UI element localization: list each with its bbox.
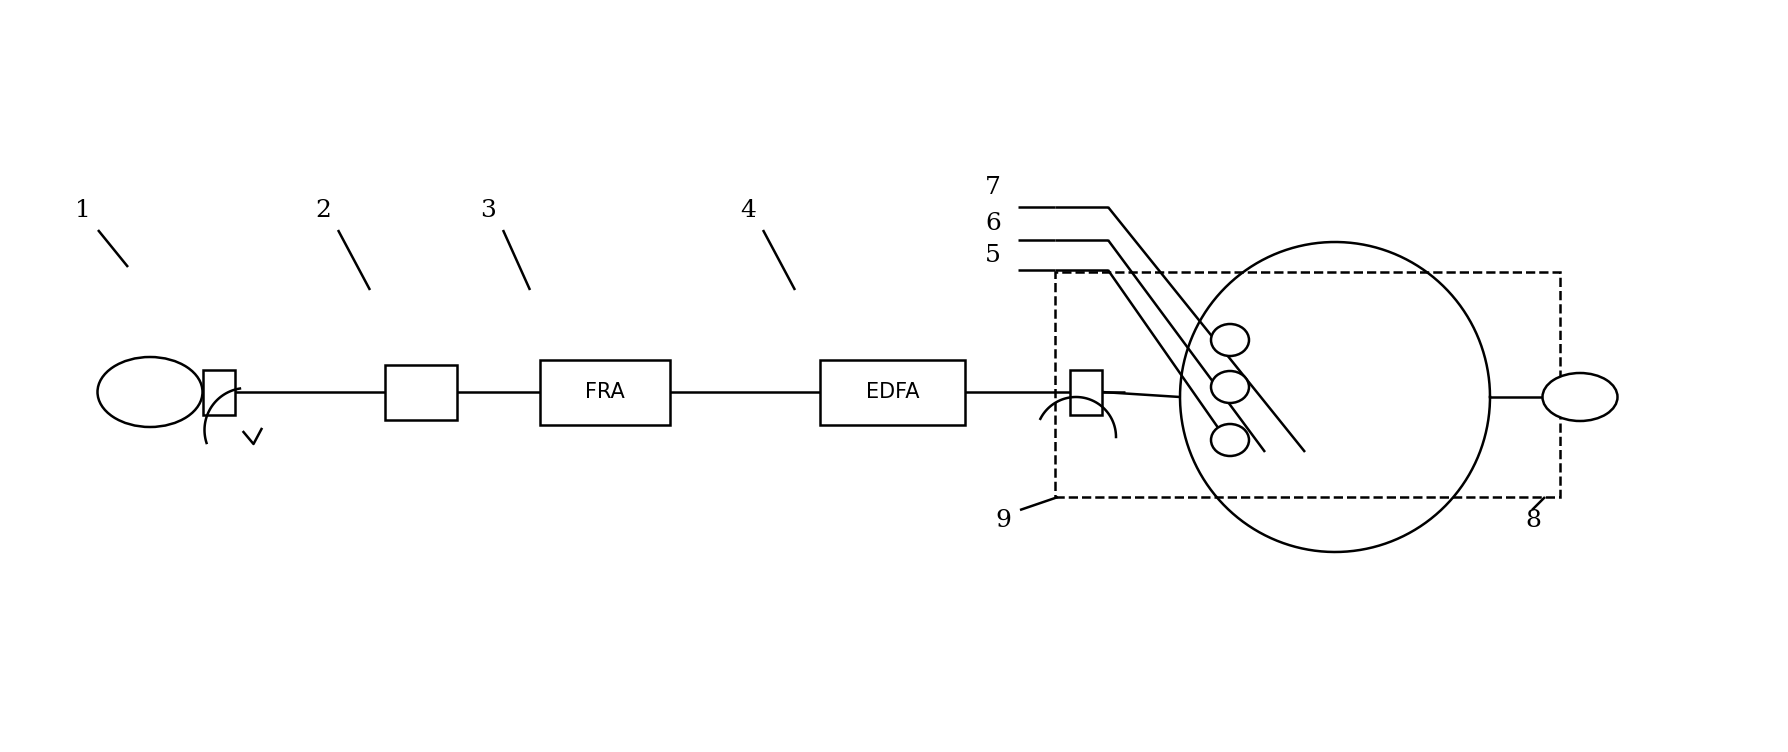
Text: 2: 2 <box>315 199 331 222</box>
Bar <box>202 369 234 414</box>
Text: 1: 1 <box>75 199 91 222</box>
Text: 8: 8 <box>1525 509 1541 532</box>
Text: 4: 4 <box>740 199 756 222</box>
Ellipse shape <box>1210 424 1250 456</box>
Ellipse shape <box>1543 373 1618 421</box>
Text: 6: 6 <box>985 212 1001 235</box>
Bar <box>1055 272 1559 497</box>
Text: EDFA: EDFA <box>865 382 919 402</box>
Ellipse shape <box>1210 324 1250 356</box>
Bar <box>540 359 670 424</box>
Text: 7: 7 <box>985 176 1001 199</box>
Ellipse shape <box>1210 371 1250 403</box>
Ellipse shape <box>98 357 202 427</box>
Text: 9: 9 <box>994 509 1010 532</box>
Bar <box>1069 369 1101 414</box>
Bar <box>821 359 966 424</box>
Text: 3: 3 <box>479 199 495 222</box>
Text: FRA: FRA <box>585 382 624 402</box>
Text: 5: 5 <box>985 244 1001 267</box>
Bar <box>384 365 458 420</box>
